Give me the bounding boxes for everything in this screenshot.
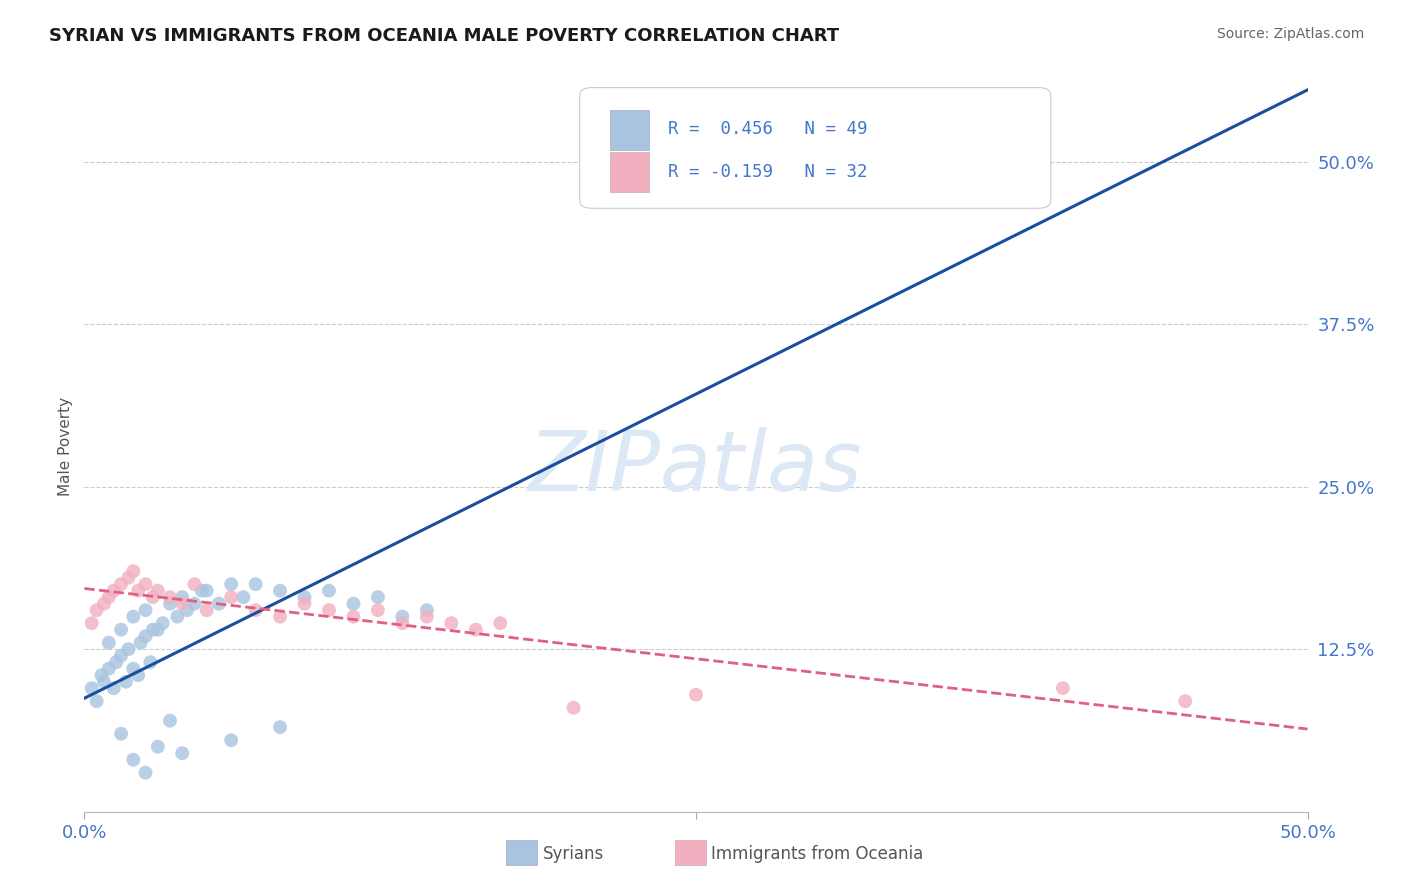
Point: [122, 753, 145, 767]
Point: [122, 609, 145, 624]
Y-axis label: Male Poverty: Male Poverty: [58, 396, 73, 496]
Point: [294, 590, 316, 604]
Point: [110, 727, 132, 741]
Point: [294, 597, 316, 611]
Point: [146, 623, 169, 637]
Point: [117, 571, 139, 585]
Point: [391, 616, 413, 631]
Point: [86, 603, 108, 617]
Text: Syrians: Syrians: [543, 845, 605, 863]
Point: [159, 714, 181, 728]
Point: [245, 577, 267, 591]
Text: ZIPatlas: ZIPatlas: [529, 427, 863, 508]
Point: [129, 635, 152, 649]
Point: [142, 623, 165, 637]
Point: [146, 739, 169, 754]
Point: [183, 577, 205, 591]
Text: Source: ZipAtlas.com: Source: ZipAtlas.com: [1216, 27, 1364, 41]
Point: [1052, 681, 1074, 696]
Point: [135, 629, 157, 643]
Point: [103, 583, 125, 598]
Point: [172, 590, 194, 604]
Point: [1002, 142, 1025, 156]
Point: [117, 642, 139, 657]
Point: [269, 609, 291, 624]
Point: [86, 694, 108, 708]
Point: [183, 597, 205, 611]
Point: [127, 668, 149, 682]
Point: [110, 623, 132, 637]
Point: [152, 616, 174, 631]
Point: [391, 609, 413, 624]
Point: [135, 577, 157, 591]
Point: [342, 609, 364, 624]
Text: SYRIAN VS IMMIGRANTS FROM OCEANIA MALE POVERTY CORRELATION CHART: SYRIAN VS IMMIGRANTS FROM OCEANIA MALE P…: [49, 27, 839, 45]
Point: [685, 688, 707, 702]
Point: [146, 583, 169, 598]
Point: [416, 609, 439, 624]
Point: [172, 746, 194, 760]
Point: [159, 597, 181, 611]
Point: [219, 590, 242, 604]
Point: [416, 603, 439, 617]
Point: [122, 564, 145, 578]
Point: [191, 583, 214, 598]
Point: [93, 597, 115, 611]
Point: [489, 616, 512, 631]
Point: [232, 590, 254, 604]
Point: [97, 662, 120, 676]
Point: [269, 720, 291, 734]
Point: [110, 648, 132, 663]
Point: [103, 681, 125, 696]
Point: [166, 609, 188, 624]
Text: Immigrants from Oceania: Immigrants from Oceania: [711, 845, 924, 863]
Point: [318, 603, 340, 617]
Point: [245, 603, 267, 617]
Point: [176, 603, 198, 617]
Point: [93, 674, 115, 689]
Point: [90, 668, 112, 682]
Point: [342, 597, 364, 611]
Point: [142, 590, 165, 604]
Point: [367, 590, 389, 604]
Point: [562, 700, 585, 714]
Point: [159, 590, 181, 604]
Point: [135, 603, 157, 617]
Point: [367, 603, 389, 617]
Point: [127, 583, 149, 598]
Point: [135, 765, 157, 780]
Point: [80, 616, 103, 631]
Point: [440, 616, 463, 631]
Point: [110, 577, 132, 591]
Point: [122, 662, 145, 676]
Point: [195, 603, 218, 617]
Point: [97, 635, 120, 649]
Point: [139, 655, 162, 669]
Point: [80, 681, 103, 696]
Point: [269, 583, 291, 598]
Point: [464, 623, 486, 637]
Text: R = -0.159   N = 32: R = -0.159 N = 32: [668, 162, 868, 181]
Point: [172, 597, 194, 611]
Point: [97, 590, 120, 604]
Point: [195, 583, 218, 598]
Point: [105, 655, 128, 669]
Text: R =  0.456   N = 49: R = 0.456 N = 49: [668, 120, 868, 138]
Point: [318, 583, 340, 598]
Point: [115, 674, 138, 689]
Point: [208, 597, 231, 611]
Bar: [610, 152, 650, 192]
Point: [1174, 694, 1197, 708]
Point: [219, 577, 242, 591]
Point: [219, 733, 242, 747]
FancyBboxPatch shape: [579, 87, 1050, 209]
Bar: [610, 110, 650, 150]
